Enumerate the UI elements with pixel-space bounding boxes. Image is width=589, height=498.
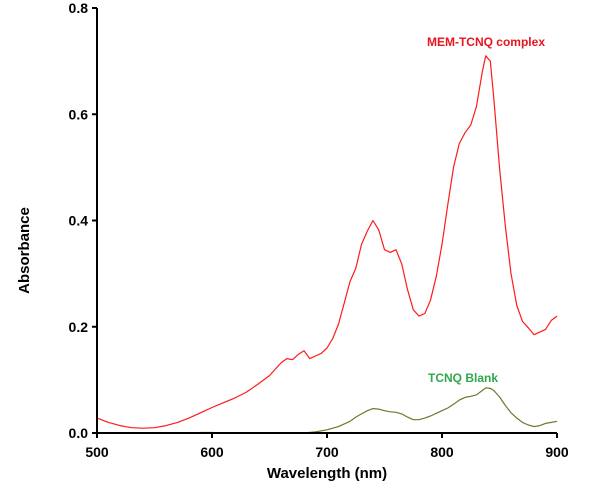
x-tick-label: 900 bbox=[545, 444, 569, 460]
series-label-mem-tcnq-complex: MEM-TCNQ complex bbox=[427, 35, 545, 49]
x-axis-ticks: 500 600 700 800 900 bbox=[85, 433, 569, 460]
x-tick-label: 800 bbox=[430, 444, 454, 460]
x-axis-title: Wavelength (nm) bbox=[267, 465, 387, 482]
series-label-tcnq-blank: TCNQ Blank bbox=[428, 371, 498, 385]
y-axis-title: Absorbance bbox=[16, 207, 33, 294]
x-tick-label: 700 bbox=[315, 444, 339, 460]
plot-area: 0.0 0.2 0.4 0.6 0.8 500 600 700 800 900 bbox=[69, 0, 569, 460]
y-tick-label: 0.8 bbox=[69, 0, 89, 16]
y-tick-label: 0.2 bbox=[69, 319, 89, 335]
y-tick-label: 0.4 bbox=[69, 213, 89, 229]
x-tick-label: 600 bbox=[200, 444, 224, 460]
y-tick-label: 0.6 bbox=[69, 106, 89, 122]
y-tick-label: 0.0 bbox=[69, 425, 89, 441]
series-line-mem-tcnq-complex bbox=[96, 55, 558, 429]
y-axis-ticks: 0.0 0.2 0.4 0.6 0.8 bbox=[69, 0, 97, 441]
series-line-tcnq-blank bbox=[200, 387, 558, 434]
x-tick-label: 500 bbox=[85, 444, 109, 460]
